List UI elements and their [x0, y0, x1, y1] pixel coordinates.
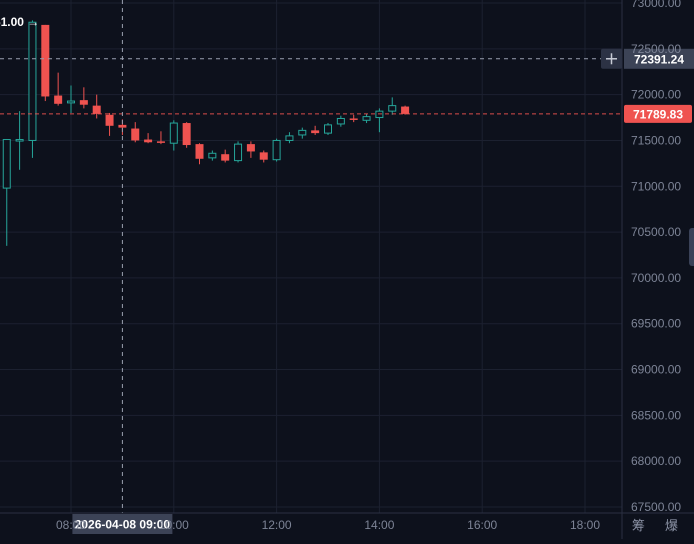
candle-body — [144, 139, 153, 143]
y-tick-label: 69500.00 — [631, 317, 681, 331]
y-tick-label: 73000.00 — [631, 0, 681, 10]
y-tick-label: 72000.00 — [631, 88, 681, 102]
y-tick-label: 68500.00 — [631, 408, 681, 422]
x-tick-label: 14:00 — [364, 518, 394, 532]
candle-body — [324, 124, 332, 134]
candle-body — [15, 139, 24, 142]
candle-body — [28, 21, 37, 141]
candle-body — [92, 105, 101, 114]
candle-body — [259, 152, 268, 160]
candle-body — [388, 105, 397, 112]
grid — [0, 0, 622, 513]
candle-body — [362, 116, 371, 121]
candle-body — [2, 139, 11, 189]
x-tick-label: 16:00 — [467, 518, 497, 532]
candle-body — [54, 95, 63, 104]
candle-body — [221, 154, 230, 161]
high-price-marker: 761.00 → — [0, 15, 39, 29]
candles — [2, 20, 410, 246]
candle-body — [182, 123, 191, 146]
candle-body — [67, 100, 75, 104]
y-tick-label: 70500.00 — [631, 225, 681, 239]
side-panel-handle[interactable] — [689, 228, 694, 266]
y-tick-label: 69000.00 — [631, 363, 681, 377]
crosshair-price-badge — [624, 48, 694, 69]
candle-body — [195, 144, 204, 159]
y-tick-label: 70000.00 — [631, 271, 681, 285]
candle-body — [336, 117, 345, 125]
candle-body — [169, 122, 178, 144]
y-tick-label: 72500.00 — [631, 42, 681, 56]
crosshair-time-badge — [72, 514, 173, 534]
crosshair-time-label: 2026-04-08 09:00 — [75, 518, 171, 532]
candle-body — [41, 24, 50, 97]
candle-body — [234, 143, 243, 162]
y-tick-label: 71000.00 — [631, 179, 681, 193]
x-tick-label: 18:00 — [570, 518, 600, 532]
candle-body — [208, 152, 217, 159]
candle-body — [401, 106, 410, 114]
crosshair-price-label: 72391.24 — [634, 52, 684, 66]
candle-body — [156, 141, 165, 143]
candle-body — [272, 139, 281, 161]
last-price-label: 71789.83 — [633, 107, 683, 121]
candle-body — [105, 114, 114, 126]
candle-body — [298, 129, 307, 136]
candle-body — [118, 124, 127, 128]
candle-body — [79, 100, 88, 105]
candle-body — [311, 130, 320, 134]
y-tick-label: 71500.00 — [631, 133, 681, 147]
candle-body — [285, 135, 294, 141]
x-tick-label: 12:00 — [262, 518, 292, 532]
candle-body — [246, 144, 255, 152]
last-price-badge — [624, 104, 692, 123]
y-tick-label: 67500.00 — [631, 500, 681, 514]
candle-body — [131, 128, 140, 141]
y-tick-label: 68000.00 — [631, 454, 681, 468]
x-tick-label: 08:00 — [56, 518, 86, 532]
x-tick-label: 10:00 — [159, 518, 189, 532]
corner-label: 筹 爆 — [631, 519, 686, 534]
candle-body — [349, 118, 358, 120]
